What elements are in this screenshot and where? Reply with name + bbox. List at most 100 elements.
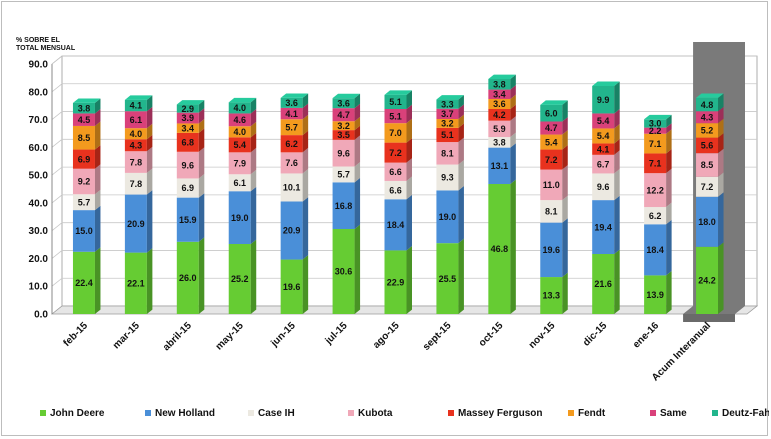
bar-segment-side bbox=[250, 186, 257, 244]
bar-segment-front bbox=[540, 121, 563, 135]
bar-segment-front bbox=[436, 108, 459, 119]
bar-top-face bbox=[72, 98, 101, 103]
cumulative-highlight-base bbox=[683, 314, 735, 322]
data-label: 4.5 bbox=[78, 115, 91, 125]
bar-segment-side bbox=[250, 109, 257, 127]
bar-segment-side bbox=[718, 93, 724, 112]
bar-segment-side bbox=[666, 168, 672, 208]
bar-segment-side bbox=[94, 247, 101, 314]
bar-segment-side bbox=[146, 190, 153, 253]
data-label: 6.6 bbox=[389, 167, 402, 177]
data-label: 5.4 bbox=[545, 137, 558, 147]
bar-segment-front bbox=[436, 164, 459, 191]
data-label: 8.1 bbox=[441, 149, 454, 159]
bar-segment-front bbox=[332, 121, 355, 131]
data-label: 7.1 bbox=[649, 139, 662, 149]
bar-segment-side bbox=[198, 128, 205, 152]
bar-segment-side bbox=[458, 114, 464, 128]
bar-segment-front bbox=[384, 250, 407, 314]
bar-segment-side bbox=[406, 176, 412, 200]
bar-top-face bbox=[124, 95, 153, 100]
bar-segment-side bbox=[146, 95, 153, 112]
data-label: 4.7 bbox=[337, 110, 350, 120]
bar-segment-front bbox=[436, 127, 459, 143]
data-label: 3.8 bbox=[493, 79, 506, 89]
bar-stack-sept-15: 25.5 19.0 9.3 8.1 5.13.23.73.3 bbox=[436, 95, 464, 314]
bar-segment-front bbox=[72, 210, 95, 252]
data-label: 6.9 bbox=[78, 154, 91, 164]
bar-segment-front bbox=[176, 197, 199, 242]
y-tick-label: 60.0 bbox=[29, 143, 49, 154]
bar-segment-side bbox=[666, 270, 672, 314]
data-label: 5.1 bbox=[441, 130, 454, 140]
bar-segment-side bbox=[614, 109, 620, 129]
bar-segment-side bbox=[198, 119, 205, 133]
bar-segment-side bbox=[302, 147, 309, 174]
bar-segment-side bbox=[354, 135, 361, 167]
data-label: 8.1 bbox=[545, 207, 558, 217]
bar-segment-side bbox=[302, 130, 309, 153]
bar-segment-side bbox=[146, 134, 153, 152]
data-label: 25.5 bbox=[439, 274, 457, 284]
data-label: 15.0 bbox=[75, 226, 93, 236]
x-tick-label: oct-15 bbox=[477, 320, 506, 349]
data-label: 6.6 bbox=[389, 185, 402, 195]
bars: 22.4 15.0 5.7 9.2 6.9 8.5 4.5 3.8 22.1 20.9 7.8 7.8… bbox=[72, 42, 745, 322]
bar-segment-front bbox=[384, 180, 407, 200]
data-label: 4.0 bbox=[130, 129, 143, 139]
bar-segment-front bbox=[72, 125, 95, 150]
gridline bbox=[51, 83, 757, 93]
x-tick-label: feb-15 bbox=[61, 320, 90, 349]
bar-segment-front bbox=[280, 152, 303, 174]
bar-segment-front bbox=[540, 149, 563, 170]
data-label: 3.0 bbox=[649, 119, 662, 129]
bar-segment-front bbox=[332, 229, 355, 314]
bar-segment-front bbox=[488, 89, 511, 99]
bar-segment-front bbox=[280, 97, 303, 108]
bar-stack-ene-16: 13.9 18.4 6.2 12.2 7.1 7.1 2.23.0 bbox=[644, 114, 672, 314]
data-label: 30.6 bbox=[335, 267, 353, 277]
gridline bbox=[51, 250, 757, 259]
data-label: 7.2 bbox=[545, 155, 558, 165]
bar-segment-front bbox=[644, 173, 667, 208]
bar-segment-side bbox=[302, 114, 309, 136]
data-label: 3.6 bbox=[337, 98, 350, 108]
x-tick-label: may-15 bbox=[214, 320, 246, 352]
bar-segment-front bbox=[228, 102, 251, 114]
bar-segment-side bbox=[562, 130, 568, 150]
bar-segment-side bbox=[510, 143, 516, 184]
bar-segment-front bbox=[644, 153, 667, 174]
data-label: 4.1 bbox=[597, 144, 610, 154]
bar-segment-side bbox=[718, 148, 724, 177]
bar-segment-front bbox=[124, 128, 147, 140]
bar-segment-front bbox=[696, 246, 719, 314]
bar-segment-front bbox=[72, 102, 95, 114]
data-label: 21.6 bbox=[594, 279, 612, 289]
bar-segment-front bbox=[644, 133, 667, 154]
data-label: 5.2 bbox=[701, 126, 714, 136]
bar-segment-front bbox=[644, 275, 667, 314]
legend-label: New Holland bbox=[155, 408, 215, 419]
data-label: 5.4 bbox=[597, 116, 610, 126]
bar-segment-side bbox=[614, 124, 620, 144]
gridline bbox=[51, 111, 757, 120]
bar-segment-front bbox=[124, 151, 147, 173]
bar-stack-nov-15: 13.3 19.6 8.1 11.0 7.2 5.4 4.7 6.0 bbox=[540, 100, 568, 314]
bar-segment-side bbox=[250, 121, 257, 138]
data-label: 5.7 bbox=[337, 170, 350, 180]
bar-segment-side bbox=[302, 197, 309, 260]
bar-segment-side bbox=[302, 103, 309, 120]
bar-segment-side bbox=[94, 164, 101, 195]
bar-segment-front bbox=[644, 207, 667, 225]
bar-segment-front bbox=[228, 137, 251, 153]
data-label: 3.6 bbox=[285, 98, 298, 108]
bar-segment-front bbox=[228, 191, 251, 244]
data-label: 24.2 bbox=[698, 276, 716, 286]
gridline bbox=[51, 194, 757, 204]
bar-segment-side bbox=[458, 104, 464, 119]
bar-segment-side bbox=[146, 146, 153, 173]
bar-segment-front bbox=[124, 99, 147, 112]
bar-segment-front bbox=[384, 123, 407, 143]
data-label: 4.3 bbox=[130, 140, 143, 150]
